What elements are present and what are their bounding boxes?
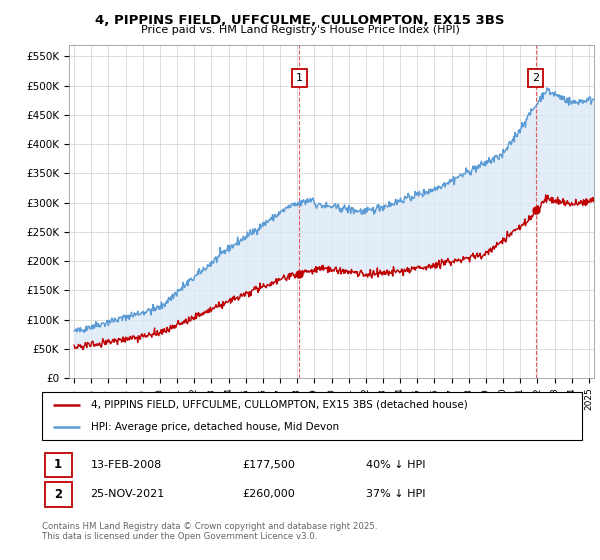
- Text: 4, PIPPINS FIELD, UFFCULME, CULLOMPTON, EX15 3BS: 4, PIPPINS FIELD, UFFCULME, CULLOMPTON, …: [95, 14, 505, 27]
- Text: 1: 1: [296, 73, 303, 83]
- Bar: [45, 482, 72, 507]
- Bar: [45, 452, 72, 477]
- Text: 13-FEB-2008: 13-FEB-2008: [91, 460, 162, 470]
- Text: 2: 2: [532, 73, 539, 83]
- Text: 2: 2: [54, 488, 62, 501]
- Text: Price paid vs. HM Land Registry's House Price Index (HPI): Price paid vs. HM Land Registry's House …: [140, 25, 460, 35]
- Text: 1: 1: [54, 459, 62, 472]
- Text: 25-NOV-2021: 25-NOV-2021: [91, 489, 165, 500]
- Text: HPI: Average price, detached house, Mid Devon: HPI: Average price, detached house, Mid …: [91, 422, 339, 432]
- Text: 40% ↓ HPI: 40% ↓ HPI: [366, 460, 425, 470]
- Text: £177,500: £177,500: [242, 460, 295, 470]
- Text: £260,000: £260,000: [242, 489, 295, 500]
- Text: Contains HM Land Registry data © Crown copyright and database right 2025.
This d: Contains HM Land Registry data © Crown c…: [42, 522, 377, 542]
- Text: 37% ↓ HPI: 37% ↓ HPI: [366, 489, 425, 500]
- Text: 4, PIPPINS FIELD, UFFCULME, CULLOMPTON, EX15 3BS (detached house): 4, PIPPINS FIELD, UFFCULME, CULLOMPTON, …: [91, 400, 467, 410]
